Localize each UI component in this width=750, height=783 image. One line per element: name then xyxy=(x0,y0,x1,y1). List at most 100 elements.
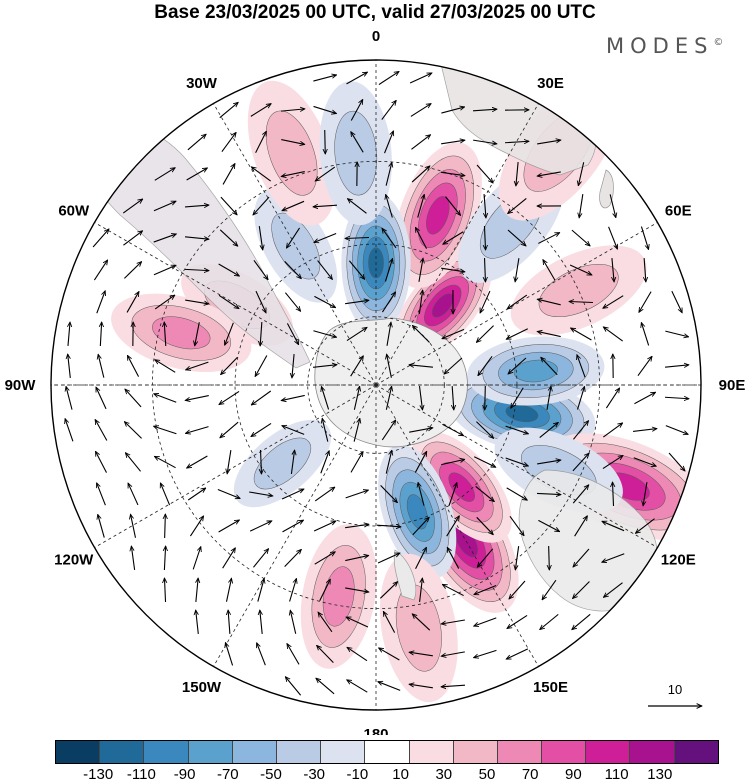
wind-vector xyxy=(414,451,426,473)
wind-vector xyxy=(346,616,369,628)
meridian-line xyxy=(375,384,658,548)
wind-vector xyxy=(225,322,234,345)
wind-vector xyxy=(153,264,176,276)
wind-vector xyxy=(127,483,139,506)
colorbar-tick-label: -110 xyxy=(126,766,156,783)
wind-vector xyxy=(314,487,335,502)
colorbar-swatch xyxy=(275,741,321,763)
anomaly-contour xyxy=(431,293,454,318)
wind-vector xyxy=(476,325,494,343)
wind-vector xyxy=(452,385,454,410)
wind-vector xyxy=(536,493,561,494)
wind-vector xyxy=(123,231,142,246)
colorbar-tick-label: -70 xyxy=(216,766,239,783)
colorbar-swatch xyxy=(541,741,586,763)
wind-vector xyxy=(572,453,589,472)
wind-vector xyxy=(154,394,177,403)
wind-vector xyxy=(516,162,518,186)
wind-vector xyxy=(665,365,689,367)
anomaly-contour xyxy=(538,263,619,318)
wind-vector xyxy=(348,199,367,214)
wind-vector xyxy=(506,487,528,500)
wind-vector xyxy=(379,582,397,599)
wind-vector xyxy=(227,450,232,474)
wind-vector xyxy=(508,357,527,374)
wind-vector xyxy=(543,260,556,281)
wind-vector xyxy=(219,102,238,119)
wind-vector xyxy=(153,200,176,212)
wind-vector xyxy=(442,584,464,597)
wind-vector xyxy=(479,290,491,313)
wind-vector xyxy=(410,104,431,117)
longitude-label: 90E xyxy=(719,377,746,394)
wind-vector xyxy=(546,386,551,410)
colorbar-tick-label: -10 xyxy=(346,766,369,783)
wind-vector xyxy=(446,516,460,537)
wind-vector xyxy=(187,488,206,501)
wind-vector xyxy=(639,291,652,313)
wind-vector xyxy=(476,421,493,439)
wind-vector xyxy=(602,521,625,532)
wind-vector xyxy=(286,323,298,344)
wind-vector xyxy=(287,644,300,665)
wind-vector xyxy=(418,290,422,314)
wind-vector xyxy=(281,488,304,500)
colorbar-swatch xyxy=(231,741,276,763)
wind-vector xyxy=(418,386,422,410)
wind-vector xyxy=(218,520,240,533)
wind-vector xyxy=(668,452,685,471)
wind-vector xyxy=(196,610,199,634)
wind-vector xyxy=(635,518,655,534)
wind-vector xyxy=(507,615,528,628)
wind-vector xyxy=(281,170,305,177)
wind-vector xyxy=(125,389,142,408)
wind-vector xyxy=(185,299,209,304)
wind-vector xyxy=(68,354,71,378)
wind-vector xyxy=(472,109,497,111)
wind-vector xyxy=(549,545,550,570)
wind-vector xyxy=(415,227,428,249)
colorbar-tick-label: 110 xyxy=(604,766,629,783)
wind-vector xyxy=(664,397,689,399)
wind-vector xyxy=(286,227,301,248)
wind-vector xyxy=(384,259,392,282)
wind-vector xyxy=(68,322,70,347)
wind-vector xyxy=(476,516,494,534)
reference-vector-label: 10 xyxy=(668,682,682,697)
wind-vector xyxy=(353,418,360,442)
wind-vector xyxy=(671,290,683,313)
wind-vector xyxy=(441,651,465,656)
wind-vector xyxy=(350,99,362,121)
wind-vector xyxy=(281,394,305,400)
anomaly-contour xyxy=(406,494,428,530)
colorbar-swatch xyxy=(408,741,453,763)
wind-vector xyxy=(441,140,465,145)
wind-vector xyxy=(260,610,262,634)
wind-vector xyxy=(637,356,652,377)
wind-vector xyxy=(412,326,430,343)
wind-vector xyxy=(445,196,461,216)
wind-vector xyxy=(185,395,209,401)
anomaly-contour xyxy=(334,110,378,196)
wind-vector xyxy=(409,365,433,367)
wind-vector xyxy=(317,645,334,663)
wind-vector xyxy=(196,578,198,602)
wind-vector xyxy=(290,610,297,634)
wind-vector xyxy=(609,194,616,217)
wind-vector xyxy=(386,194,393,218)
wind-vector xyxy=(350,356,364,377)
wind-vector xyxy=(633,429,657,432)
wind-vector xyxy=(515,258,520,282)
wind-vector xyxy=(314,232,337,242)
longitude-label: 60E xyxy=(665,203,692,220)
wind-vector xyxy=(475,485,495,501)
anomaly-center xyxy=(300,524,377,669)
wind-vector xyxy=(415,547,427,569)
wind-vector xyxy=(250,104,271,117)
wind-vector xyxy=(131,546,136,570)
longitude-label: 30E xyxy=(537,75,564,92)
wind-vector xyxy=(95,387,107,410)
longitude-label: 120E xyxy=(661,552,696,569)
wind-vector xyxy=(165,514,166,539)
colorbar-swatch xyxy=(364,741,409,763)
